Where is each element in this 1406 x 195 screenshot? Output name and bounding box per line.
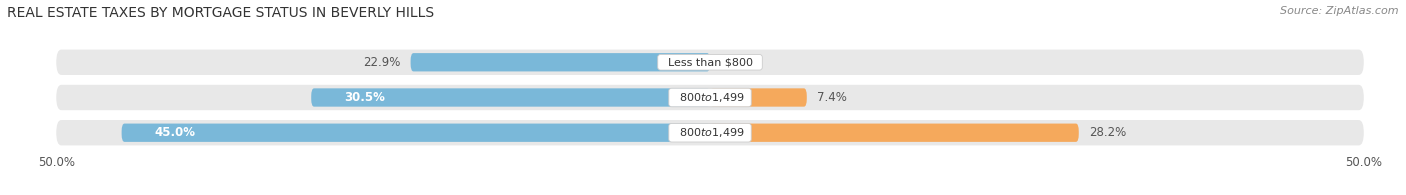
- FancyBboxPatch shape: [56, 120, 1364, 145]
- Text: 0.0%: 0.0%: [720, 56, 751, 69]
- FancyBboxPatch shape: [122, 124, 710, 142]
- Text: 7.4%: 7.4%: [817, 91, 848, 104]
- FancyBboxPatch shape: [56, 50, 1364, 75]
- FancyBboxPatch shape: [710, 88, 807, 107]
- FancyBboxPatch shape: [311, 88, 710, 107]
- Text: 30.5%: 30.5%: [344, 91, 385, 104]
- FancyBboxPatch shape: [710, 124, 1078, 142]
- Text: $800 to $1,499: $800 to $1,499: [672, 126, 748, 139]
- Text: $800 to $1,499: $800 to $1,499: [672, 91, 748, 104]
- Text: 28.2%: 28.2%: [1090, 126, 1126, 139]
- Text: 22.9%: 22.9%: [363, 56, 401, 69]
- FancyBboxPatch shape: [411, 53, 710, 71]
- FancyBboxPatch shape: [56, 85, 1364, 110]
- Text: REAL ESTATE TAXES BY MORTGAGE STATUS IN BEVERLY HILLS: REAL ESTATE TAXES BY MORTGAGE STATUS IN …: [7, 6, 434, 20]
- Text: Source: ZipAtlas.com: Source: ZipAtlas.com: [1281, 6, 1399, 16]
- Text: Less than $800: Less than $800: [661, 57, 759, 67]
- Text: 45.0%: 45.0%: [155, 126, 195, 139]
